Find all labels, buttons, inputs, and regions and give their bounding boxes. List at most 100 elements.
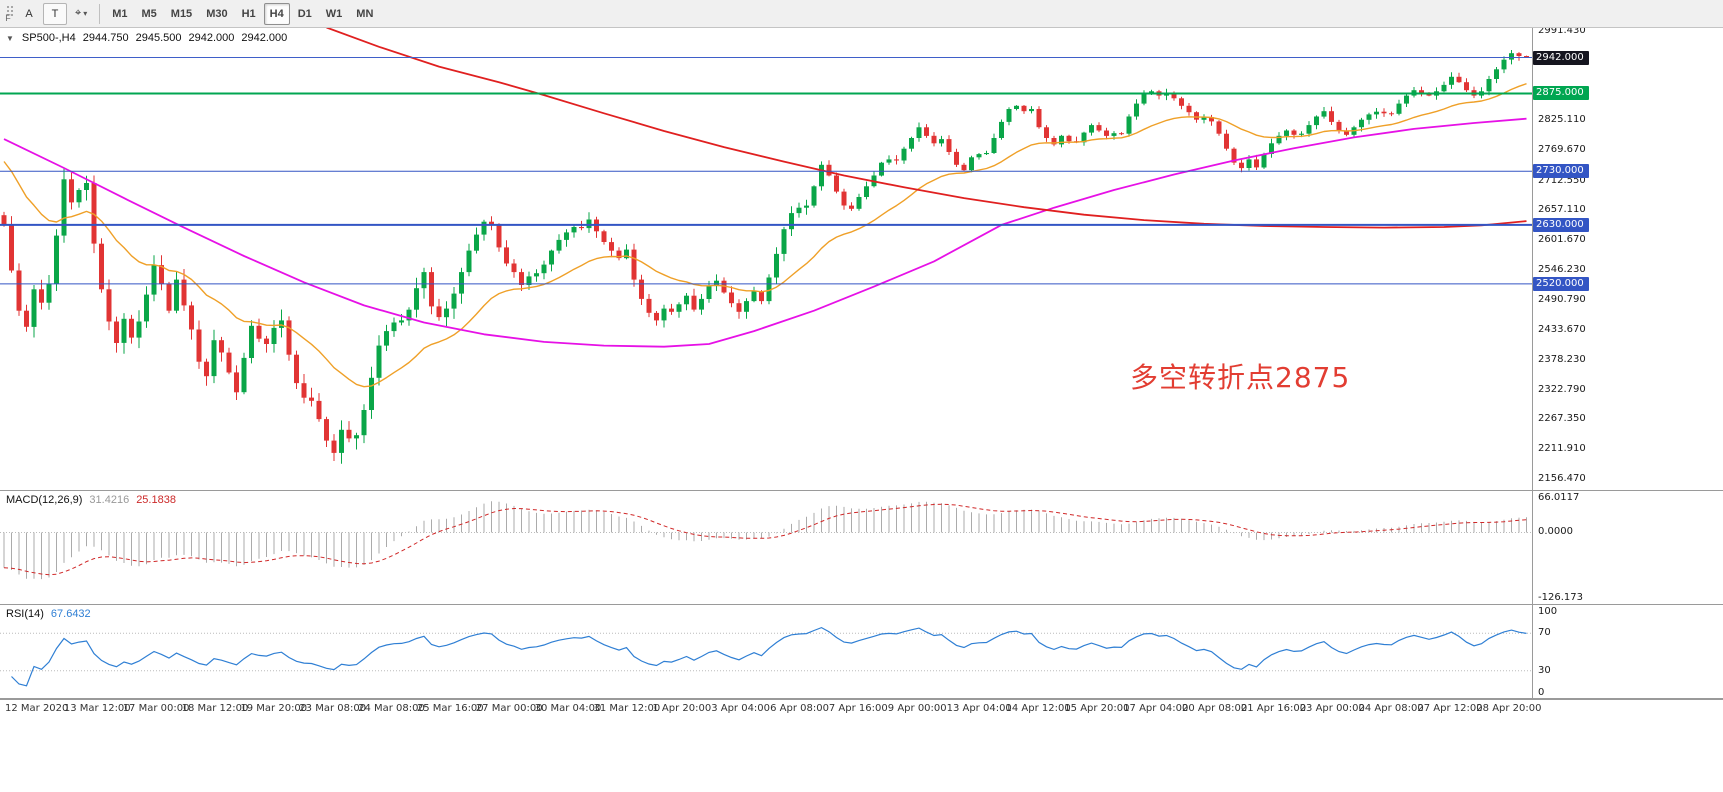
macd-axis-label: -126.173 bbox=[1538, 591, 1583, 603]
panel-separator-rsi[interactable] bbox=[0, 604, 1723, 605]
macd-main-value: 31.4216 bbox=[89, 494, 130, 506]
ohlc-low: 2942.000 bbox=[188, 32, 235, 44]
price-axis-box-blue-level-2630: 2630.000 bbox=[1533, 217, 1589, 232]
time-axis-label: 14 Apr 12:00 bbox=[1005, 703, 1071, 714]
panel-separator-macd[interactable] bbox=[0, 490, 1723, 491]
time-axis-label: 27 Mar 00:00 bbox=[475, 703, 543, 714]
ma-fast-orange bbox=[3, 83, 1527, 388]
timeframe-button-w1[interactable]: W1 bbox=[320, 3, 349, 25]
macd-axis-label: 0.0000 bbox=[1538, 526, 1573, 538]
time-axis-label: 19 Mar 20:00 bbox=[240, 703, 308, 714]
time-axis-label: 21 Apr 16:00 bbox=[1240, 703, 1307, 714]
price-axis-label: 2490.790 bbox=[1538, 293, 1586, 305]
panel-separator-timeaxis bbox=[0, 698, 1723, 699]
time-axis-label: 23 Apr 00:00 bbox=[1299, 703, 1365, 714]
time-axis-label: 3 Apr 04:00 bbox=[711, 703, 771, 714]
chart-symbol-header: ▼ SP500-,H4 2944.750 2945.500 2942.000 2… bbox=[6, 32, 287, 44]
symbol-title: SP500-,H4 bbox=[21, 32, 76, 44]
time-axis-label: 27 Apr 12:00 bbox=[1417, 703, 1483, 714]
price-axis-box-blue-level-2520: 2520.000 bbox=[1533, 276, 1589, 291]
price-axis-label: 2211.910 bbox=[1538, 443, 1586, 455]
timeframe-button-m1[interactable]: M1 bbox=[106, 3, 133, 25]
price-axis-label: 2433.670 bbox=[1538, 324, 1586, 336]
time-axis-label: 13 Mar 12:00 bbox=[63, 703, 131, 714]
rsi-value: 67.6432 bbox=[50, 608, 91, 620]
macd-signal-value: 25.1838 bbox=[136, 494, 176, 506]
timeframe-buttons: M1 M5 M15 M30 H1 H4 D1 W1 MN bbox=[105, 2, 380, 25]
time-axis-label: 23 Mar 08:00 bbox=[299, 703, 367, 714]
macd-label: MACD(12,26,9) bbox=[6, 494, 83, 506]
macd-axis-label: 66.0117 bbox=[1538, 492, 1580, 504]
time-axis-label: 7 Apr 16:00 bbox=[828, 703, 888, 714]
time-axis-label: 18 Mar 12:00 bbox=[181, 703, 249, 714]
price-axis-box-current-price: 2942.000 bbox=[1533, 50, 1589, 65]
ma-slow-red bbox=[326, 28, 1527, 229]
time-axis-label: 24 Apr 08:00 bbox=[1358, 703, 1424, 714]
rsi-header: RSI(14) 67.6432 bbox=[6, 608, 91, 620]
price-axis-label: 2267.350 bbox=[1538, 413, 1586, 425]
crosshair-icon: ⌖ bbox=[75, 7, 82, 19]
time-axis-label: 31 Mar 12:00 bbox=[593, 703, 661, 714]
time-axis-label: 24 Mar 08:00 bbox=[358, 703, 425, 714]
rsi-axis-label: 0 bbox=[1538, 687, 1545, 698]
price-axis-box-green-level-2875: 2875.000 bbox=[1533, 86, 1589, 101]
time-axis-label: 12 Mar 2020 bbox=[5, 703, 69, 714]
price-axis-separator bbox=[1532, 28, 1533, 699]
price-axis-box-blue-level-2730: 2730.000 bbox=[1533, 164, 1589, 179]
time-axis-label: 15 Apr 20:00 bbox=[1064, 703, 1130, 714]
macd-histogram bbox=[3, 501, 1527, 580]
font-tool-button[interactable]: A bbox=[17, 3, 41, 25]
macd-signal-line bbox=[3, 503, 1527, 576]
time-axis-label: 17 Apr 04:00 bbox=[1123, 703, 1189, 714]
timeframe-button-h4[interactable]: H4 bbox=[263, 2, 290, 25]
price-axis-label: 2546.230 bbox=[1538, 263, 1586, 275]
time-axis: 12 Mar 2020 13 Mar 12:00 17 Mar 00:00 18 Ma… bbox=[0, 699, 1723, 720]
time-axis-label: 30 Mar 04:00 bbox=[534, 703, 602, 714]
timeframe-button-m30[interactable]: M30 bbox=[200, 3, 233, 25]
macd-header: MACD(12,26,9) 31.4216 25.1838 bbox=[6, 494, 176, 506]
toolbar-drag-handle[interactable]: F bbox=[0, 1, 16, 27]
rsi-axis-label: 70 bbox=[1538, 627, 1551, 639]
main-chart-canvas[interactable] bbox=[0, 28, 1532, 491]
text-tool-button[interactable]: T bbox=[43, 2, 67, 25]
time-axis-label: 20 Apr 08:00 bbox=[1182, 703, 1248, 714]
rsi-label: RSI(14) bbox=[6, 608, 44, 620]
price-axis-label: 2156.470 bbox=[1538, 472, 1586, 484]
ohlc-high: 2945.500 bbox=[135, 32, 182, 44]
rsi-axis-label: 100 bbox=[1538, 606, 1558, 617]
timeframe-button-m15[interactable]: M15 bbox=[165, 3, 198, 25]
toolbar: F A T ⌖ ▾ M1 M5 M15 M30 H1 H4 D1 W1 MN bbox=[0, 0, 1723, 28]
timeframe-button-mn[interactable]: MN bbox=[350, 3, 379, 25]
one-click-collapse-icon[interactable]: ▼ bbox=[6, 33, 14, 43]
toolbar-separator bbox=[99, 3, 101, 24]
chevron-down-icon: ▾ bbox=[83, 9, 88, 18]
rsi-axis-label: 30 bbox=[1538, 664, 1551, 676]
chart-annotation-text[interactable]: 多空转折点2875 bbox=[1130, 361, 1351, 394]
time-axis-label: 9 Apr 00:00 bbox=[887, 703, 947, 714]
price-axis-label: 2769.670 bbox=[1538, 143, 1586, 155]
drag-dots-icon bbox=[7, 5, 9, 8]
rsi-line bbox=[11, 626, 1527, 687]
time-axis-label: 6 Apr 08:00 bbox=[770, 703, 829, 714]
time-axis-label: 1 Apr 20:00 bbox=[652, 703, 712, 714]
ohlc-open: 2944.750 bbox=[82, 32, 129, 44]
timeframe-button-h1[interactable]: H1 bbox=[236, 3, 262, 25]
time-axis-label: 17 Mar 00:00 bbox=[122, 703, 190, 714]
timeframe-button-m5[interactable]: M5 bbox=[136, 3, 163, 25]
macd-panel-canvas[interactable] bbox=[0, 491, 1532, 605]
toolbar-f-label: F bbox=[5, 12, 11, 23]
candles bbox=[1, 50, 1529, 464]
ma-mid-magenta bbox=[3, 117, 1527, 348]
price-axis-label: 2825.110 bbox=[1538, 114, 1586, 126]
cursor-tool-button[interactable]: ⌖ ▾ bbox=[69, 3, 93, 25]
price-axis-label: 2712.550 bbox=[1538, 174, 1586, 186]
time-axis-label: 28 Apr 20:00 bbox=[1476, 703, 1542, 714]
time-axis-label: 13 Apr 04:00 bbox=[946, 703, 1012, 714]
timeframe-button-d1[interactable]: D1 bbox=[292, 3, 318, 25]
price-axis-label: 2322.790 bbox=[1538, 383, 1586, 395]
price-axis-label: 2601.670 bbox=[1538, 234, 1586, 246]
price-axis-label: 2657.110 bbox=[1538, 204, 1586, 216]
time-axis-label: 25 Mar 16:00 bbox=[416, 703, 484, 714]
price-axis-label: 2378.230 bbox=[1538, 353, 1586, 365]
rsi-panel-canvas[interactable] bbox=[0, 605, 1532, 699]
